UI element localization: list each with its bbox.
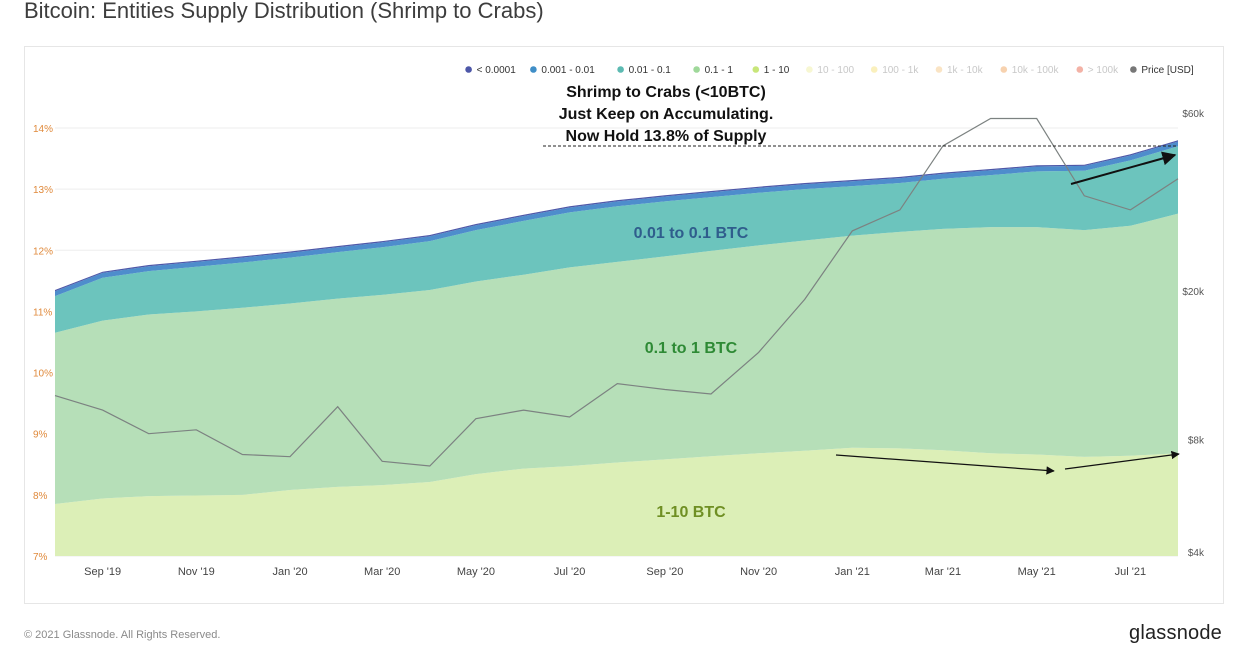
- x-tick-label: Nov '20: [740, 566, 777, 578]
- legend-label: 1k - 10k: [947, 65, 984, 76]
- legend-label: 0.1 - 1: [705, 65, 734, 76]
- x-tick-label: Mar '21: [925, 566, 961, 578]
- y-tick-label-left: 12%: [33, 246, 53, 257]
- band-label-0.1-1: 0.1 to 1 BTC: [645, 340, 738, 357]
- area-lt-0.0001: [55, 140, 1178, 292]
- x-tick-label: Jan '21: [835, 566, 870, 578]
- copyright-footer: © 2021 Glassnode. All Rights Reserved.: [24, 629, 221, 641]
- legend-label: 0.001 - 0.01: [541, 65, 595, 76]
- area-1-10: [55, 447, 1178, 556]
- brand-logo: glassnode: [1129, 622, 1222, 644]
- annotations: Shrimp to Crabs (<10BTC) Just Keep on Acc…: [543, 84, 1180, 521]
- trend-arrow-down: [835, 454, 1055, 475]
- legend-swatch: [806, 66, 813, 73]
- legend-swatch: [870, 66, 878, 73]
- page-title: Bitcoin: Entities Supply Distribution (S…: [24, 0, 544, 23]
- y-tick-label-right: $20k: [1182, 287, 1205, 298]
- stacked-areas: [55, 140, 1178, 556]
- legend-label: 100 - 1k: [882, 65, 919, 76]
- legend-swatch: [1130, 66, 1137, 73]
- band-label-1-10: 1-10 BTC: [656, 504, 726, 521]
- callout-line-3: Now Hold 13.8% of Supply: [566, 128, 767, 145]
- y-tick-label-left: 10%: [33, 369, 53, 380]
- price-line: [54, 117, 1179, 467]
- y-tick-label-left: 7%: [33, 552, 48, 563]
- legend: Price [USD] > 100k 10k - 100k 1k - 10k 100 -…: [465, 65, 1194, 76]
- x-tick-label: May '20: [457, 566, 495, 578]
- legend-swatch: [617, 66, 624, 73]
- x-axis: Sep '19 Nov '19 Jan '20 Mar '20 May '20 Jul '…: [84, 566, 1146, 578]
- area-0.01-0.1: [55, 146, 1178, 333]
- y-tick-label-left: 13%: [33, 185, 53, 196]
- legend-label: 10k - 100k: [1012, 65, 1060, 76]
- x-tick-label: May '21: [1018, 566, 1056, 578]
- legend-label: 10 - 100: [817, 65, 854, 76]
- callout-line-2: Just Keep on Accumulating.: [559, 106, 774, 123]
- legend-label: 1 - 10: [764, 65, 790, 76]
- band-label-0.01-0.1: 0.01 to 0.1 BTC: [634, 225, 749, 242]
- y-tick-label-left: 9%: [33, 430, 48, 441]
- legend-label: < 0.0001: [477, 65, 517, 76]
- y-tick-label-right: $60k: [1182, 109, 1205, 120]
- chart-panel: glassnode 7%8%9%10%11%12%13%14% $4k$8k$2…: [24, 46, 1224, 604]
- legend-swatch: [935, 66, 943, 73]
- y-tick-label-left: 14%: [33, 124, 53, 135]
- supply-distribution-chart: glassnode 7%8%9%10%11%12%13%14% $4k$8k$2…: [33, 65, 1205, 578]
- legend-label: > 100k: [1088, 65, 1119, 76]
- legend-swatch: [1000, 66, 1008, 73]
- x-tick-label: Jul '20: [554, 566, 585, 578]
- x-tick-label: Sep '20: [646, 566, 683, 578]
- legend-swatch: [530, 66, 537, 73]
- x-tick-label: Jul '21: [1115, 566, 1146, 578]
- y-tick-label-right: $4k: [1188, 548, 1205, 559]
- x-tick-label: Sep '19: [84, 566, 121, 578]
- trend-arrow-up: [1070, 151, 1177, 185]
- callout-line-1: Shrimp to Crabs (<10BTC): [566, 84, 766, 101]
- trend-arrow-recovery: [1064, 450, 1180, 470]
- x-tick-label: Nov '19: [178, 566, 215, 578]
- legend-swatch: [1076, 66, 1084, 73]
- legend-swatch: [693, 66, 700, 73]
- legend-swatch: [752, 66, 760, 73]
- area-0.001-0.01: [55, 141, 1178, 297]
- y-tick-label-right: $8k: [1188, 436, 1205, 447]
- y-tick-label-left: 8%: [33, 491, 48, 502]
- x-tick-label: Mar '20: [364, 566, 400, 578]
- right-axis: $4k $8k $20k $60k: [1182, 109, 1205, 559]
- y-tick-label-left: 11%: [33, 307, 52, 318]
- area-0.1-1: [55, 213, 1178, 504]
- legend-label: 0.01 - 0.1: [629, 65, 672, 76]
- x-tick-label: Jan '20: [272, 566, 307, 578]
- legend-label: Price [USD]: [1141, 65, 1193, 76]
- price-series-line: [54, 117, 1179, 467]
- left-axis: 7% 8% 9% 10% 11% 12% 13% 14%: [33, 124, 53, 563]
- legend-swatch: [465, 66, 472, 73]
